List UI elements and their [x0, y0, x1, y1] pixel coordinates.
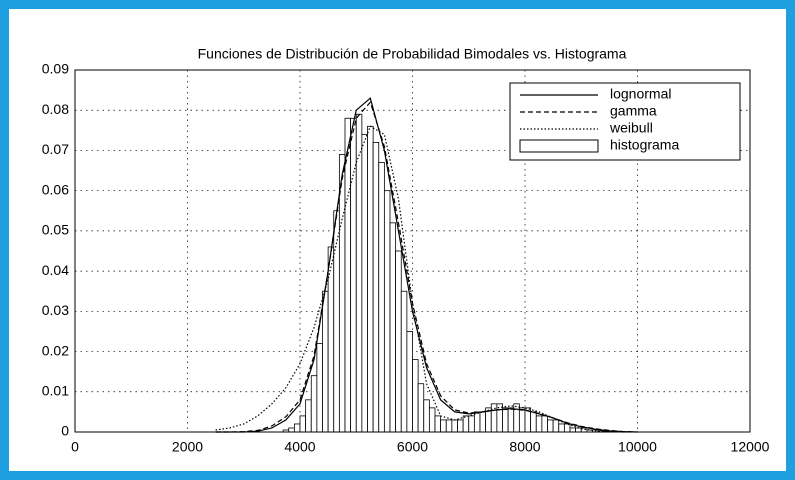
legend-swatch — [519, 139, 599, 153]
x-tick-label: 12000 — [731, 439, 770, 455]
y-tick-label: 0.03 — [42, 302, 69, 318]
y-tick-label: 0 — [61, 423, 69, 439]
x-tick-label: 6000 — [397, 439, 428, 455]
chart-title: Funciones de Distribución de Probabilida… — [198, 46, 627, 62]
legend-label: gamma — [610, 103, 657, 119]
x-tick-label: 4000 — [284, 439, 315, 455]
legend-label: weibull — [609, 120, 653, 136]
x-tick-label: 8000 — [509, 439, 540, 455]
line-series — [215, 100, 638, 433]
line-series — [215, 125, 638, 433]
legend-label: lognormal — [610, 86, 671, 102]
x-tick-label: 2000 — [172, 439, 203, 455]
y-tick-label: 0.04 — [42, 262, 69, 278]
y-tick-label: 0.09 — [42, 61, 69, 77]
plot-frame — [74, 69, 751, 433]
x-tick-label: 10000 — [618, 439, 657, 455]
y-tick-label: 0.05 — [42, 222, 69, 238]
y-tick-label: 0.06 — [42, 181, 69, 197]
x-tick-label: 0 — [71, 439, 79, 455]
y-tick-label: 0.01 — [42, 382, 69, 398]
legend-label: histograma — [610, 137, 679, 153]
y-tick-label: 0.02 — [42, 342, 69, 358]
y-tick-label: 0.07 — [42, 141, 69, 157]
y-tick-label: 0.08 — [42, 101, 69, 117]
